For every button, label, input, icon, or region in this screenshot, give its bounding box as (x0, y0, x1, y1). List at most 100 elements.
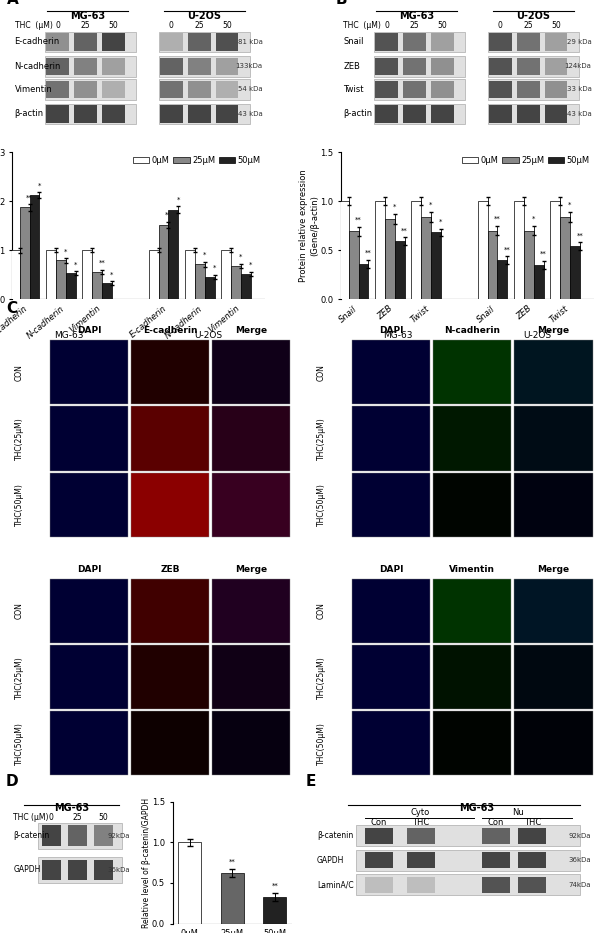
Bar (488, 79, 579, 100)
Text: 50: 50 (222, 21, 232, 30)
Text: U-2OS: U-2OS (516, 10, 550, 21)
Bar (488, 104, 579, 124)
Bar (550, 202, 560, 299)
Text: 0: 0 (498, 21, 503, 30)
Bar (131, 646, 209, 709)
Text: *: * (74, 261, 77, 268)
Bar (359, 264, 368, 299)
Text: **: ** (271, 883, 278, 889)
Bar (375, 58, 398, 76)
Bar (431, 33, 454, 50)
Text: Twist: Twist (343, 85, 364, 94)
Text: THC  (μM): THC (μM) (343, 21, 382, 30)
Bar (263, 897, 286, 924)
Bar (102, 80, 125, 98)
Bar (352, 711, 430, 775)
Bar (50, 646, 128, 709)
Bar (45, 32, 136, 52)
Bar (102, 33, 125, 50)
Bar (352, 473, 430, 536)
Bar (131, 473, 209, 536)
Text: THC  (μM): THC (μM) (14, 21, 52, 30)
Text: MG-63: MG-63 (55, 331, 84, 341)
Bar (375, 202, 385, 299)
Bar (82, 250, 92, 299)
Text: *: * (38, 183, 41, 188)
Text: DAPI: DAPI (379, 565, 403, 574)
Text: 0: 0 (384, 21, 389, 30)
Bar (66, 273, 76, 299)
Bar (102, 58, 125, 76)
Bar (385, 218, 395, 299)
Text: *: * (110, 272, 113, 278)
Bar (524, 230, 533, 299)
Bar (45, 79, 136, 100)
Bar (489, 105, 512, 122)
Text: THC(25μM): THC(25μM) (317, 417, 326, 460)
Text: **: ** (577, 232, 583, 239)
Text: THC(25μM): THC(25μM) (317, 656, 326, 699)
Bar (160, 58, 183, 76)
Text: Con: Con (370, 818, 387, 827)
Bar (68, 859, 87, 881)
Text: 50: 50 (551, 21, 561, 30)
Bar (431, 58, 454, 76)
Text: CON: CON (317, 603, 326, 620)
Bar (212, 579, 290, 643)
Text: 25: 25 (523, 21, 533, 30)
Bar (42, 859, 61, 881)
Text: Vimentin: Vimentin (449, 565, 495, 574)
Text: 43 kDa: 43 kDa (238, 111, 263, 117)
Bar (241, 273, 251, 299)
Bar (212, 646, 290, 709)
Text: DAPI: DAPI (77, 327, 101, 335)
Text: N-cadherin: N-cadherin (444, 327, 500, 335)
Text: GAPDH: GAPDH (13, 866, 41, 874)
Bar (433, 407, 511, 470)
Bar (403, 33, 426, 50)
Text: MG-63: MG-63 (70, 10, 106, 21)
Text: *: * (568, 202, 572, 208)
Bar (131, 407, 209, 470)
Bar (56, 260, 66, 299)
Bar (517, 80, 539, 98)
Legend: 0μM, 25μM, 50μM: 0μM, 25μM, 50μM (129, 153, 264, 169)
Bar (375, 80, 398, 98)
Text: THC(25μM): THC(25μM) (15, 417, 24, 460)
Bar (160, 33, 183, 50)
Text: 81 kDa: 81 kDa (238, 39, 263, 45)
Bar (533, 265, 544, 299)
Bar (46, 250, 56, 299)
Bar (365, 852, 392, 868)
Bar (10, 250, 20, 299)
Bar (205, 276, 215, 299)
Text: 50: 50 (437, 21, 447, 30)
Text: THC(50μM): THC(50μM) (317, 483, 326, 526)
Text: **: ** (26, 194, 33, 201)
Text: ZEB: ZEB (343, 62, 361, 71)
Text: THC(50μM): THC(50μM) (15, 483, 24, 526)
Text: *: * (429, 202, 433, 208)
Bar (159, 56, 250, 77)
Bar (169, 210, 178, 299)
Bar (482, 828, 510, 843)
Bar (29, 195, 40, 299)
Text: *: * (393, 204, 397, 210)
Bar (178, 842, 202, 924)
Text: 25: 25 (194, 21, 204, 30)
Bar (158, 225, 169, 299)
Text: 0: 0 (55, 21, 60, 30)
Text: D: D (6, 774, 19, 789)
Bar (431, 232, 441, 299)
Text: *: * (249, 262, 253, 268)
Bar (365, 828, 392, 843)
Text: β-catenin: β-catenin (13, 831, 49, 841)
Bar (433, 579, 511, 643)
Bar (50, 341, 128, 404)
Text: *: * (213, 265, 216, 271)
Bar (365, 877, 392, 893)
Bar (46, 58, 69, 76)
Text: U-2OS: U-2OS (187, 10, 221, 21)
Text: 33 kDa: 33 kDa (566, 87, 592, 92)
Bar (545, 105, 568, 122)
